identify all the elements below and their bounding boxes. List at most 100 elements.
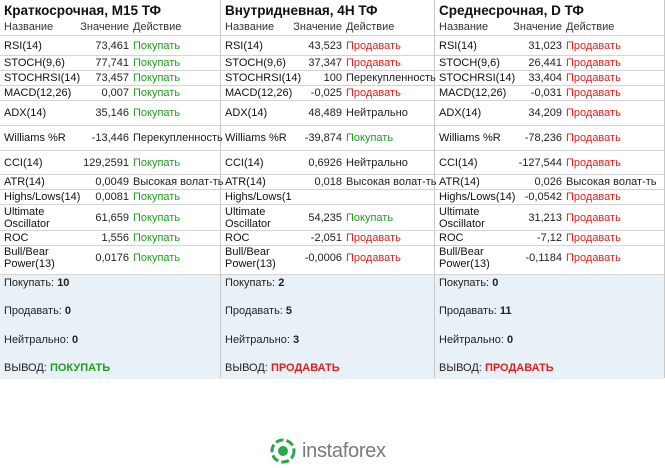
indicator-value: -0,1184 (525, 252, 563, 264)
indicator-name: STOCHRSI(14) (4, 72, 81, 84)
indicator-value: 0,026 (534, 176, 562, 188)
indicator-name: CCI(14) (439, 156, 478, 169)
indicator-action: Покупать (133, 72, 181, 84)
indicator-row: STOCHRSI(14) 33,404 Продавать (435, 70, 664, 85)
indicator-row: Ultimate Oscillator 31,213 Продавать (435, 204, 664, 230)
indicator-value: 34,209 (528, 107, 562, 119)
indicator-action: Высокая волат-ть (566, 176, 657, 188)
indicator-name: STOCH(9,6) (439, 57, 500, 69)
verdict: ВЫВОД: ПОКУПАТЬ (4, 362, 110, 374)
indicator-row: Bull/Bear Power(13) 0,0176 Покупать (0, 245, 220, 270)
indicator-action: Продавать (346, 252, 401, 264)
indicator-action: Продавать (566, 72, 621, 84)
indicator-action: Нейтрально (346, 156, 408, 169)
indicator-action: Покупать (346, 132, 394, 144)
summary-count: 2 (278, 277, 285, 289)
indicator-value: -0,031 (530, 87, 562, 99)
indicator-row: Highs/Lows(14) 0,0081 Покупать (0, 189, 220, 204)
indicator-name: STOCHRSI(14) (439, 72, 516, 84)
indicator-action: Продавать (566, 87, 621, 99)
indicator-name: RSI(14) (4, 39, 42, 52)
indicator-row: STOCH(9,6) 77,741 Покупать (0, 55, 220, 70)
panel-title: Внутридневная, 4H ТФ (225, 3, 378, 18)
indicator-action: Продавать (346, 232, 401, 244)
summary-label: Продавать: (439, 305, 497, 317)
indicator-row: RSI(14) 43,523 Продавать (221, 35, 434, 55)
indicator-name: Williams %R (439, 132, 501, 144)
indicator-name: STOCH(9,6) (4, 57, 65, 69)
indicator-row: MACD(12,26) -0,031 Продавать (435, 85, 664, 100)
summary-count: 11 (499, 305, 512, 317)
indicator-action: Покупать (133, 57, 181, 69)
panel: Среднесрочная, D ТФ Название Значение Дейст… (435, 0, 665, 379)
indicator-row: Bull/Bear Power(13) -0,0006 Продавать (221, 245, 434, 270)
indicator-value: 73,461 (95, 39, 129, 52)
indicator-action: Покупать (133, 232, 181, 244)
indicator-action: Продавать (566, 252, 621, 264)
indicator-name: ADX(14) (225, 107, 268, 119)
indicator-action: Продавать (566, 191, 621, 203)
indicator-action: Покупать (133, 191, 181, 203)
indicator-row: MACD(12,26) 0,007 Покупать (0, 85, 220, 100)
column-header: Действие (346, 21, 395, 33)
indicator-name: MACD(12,26) (225, 87, 293, 99)
indicator-action: Высокая волат-ть (133, 176, 224, 188)
indicator-action: Продавать (566, 211, 621, 224)
indicator-name: Williams %R (225, 132, 287, 144)
summary: Покупать: 2 Продавать: 5 Нейтрально: 3 ВЫВО… (221, 274, 434, 379)
column-header: Значение (513, 21, 562, 33)
indicator-value: 100 (323, 72, 342, 84)
indicator-row: ATR(14) 0,0049 Высокая волат-ть (0, 174, 224, 189)
summary-line: Нейтрально: 0 (4, 334, 78, 346)
indicator-name: ROC (4, 232, 29, 244)
indicator-name: ATR(14) (225, 176, 266, 188)
indicator-row: Highs/Lows(14) -0,0542 Продавать (435, 189, 664, 204)
summary-label: Покупать: (225, 277, 276, 289)
indicator-action: Покупать (133, 211, 181, 224)
indicator-value: 43,523 (308, 39, 342, 52)
indicator-value: -13,446 (91, 132, 129, 144)
verdict-value: ПОКУПАТЬ (49, 362, 111, 374)
indicator-action: Продавать (566, 156, 621, 169)
indicator-name: Bull/Bear Power(13) (4, 246, 55, 270)
summary-label: Продавать: (4, 305, 62, 317)
indicator-action: Нейтрально (346, 107, 408, 119)
indicator-action: Перекупленность (346, 72, 436, 84)
summary-label: Нейтрально: (439, 334, 504, 346)
summary-line: Продавать: 11 (439, 305, 512, 317)
indicator-value: 31,213 (528, 211, 562, 224)
indicator-action: Продавать (566, 107, 621, 119)
column-header: Действие (133, 21, 182, 33)
column-header: Название (439, 21, 489, 33)
summary-line: Продавать: 0 (4, 305, 71, 317)
indicator-row: ROC -7,12 Продавать (435, 230, 664, 245)
indicator-row: STOCHRSI(14) 100 Перекупленность (221, 70, 436, 85)
summary-line: Покупать: 10 (4, 277, 69, 289)
indicator-row: Highs/Lows(1 (221, 189, 434, 204)
panel: Внутридневная, 4H ТФ Название Значение Дейс… (221, 0, 437, 379)
summary-count: 10 (57, 277, 70, 289)
indicator-value: 0,007 (101, 87, 129, 99)
indicator-row: Williams %R -39,874 Покупать (221, 125, 434, 150)
summary-label: Покупать: (4, 277, 55, 289)
column-header: Действие (566, 21, 615, 33)
indicator-action: Продавать (566, 39, 621, 52)
column-header: Название (225, 21, 275, 33)
indicator-value: 0,0081 (95, 191, 129, 203)
summary-label: Покупать: (439, 277, 490, 289)
summary-line: Покупать: 2 (225, 277, 284, 289)
indicator-value: 61,659 (95, 211, 129, 224)
verdict-value: ПРОДАВАТЬ (484, 362, 554, 374)
logo: instaforex (270, 438, 386, 464)
indicator-row: MACD(12,26) -0,025 Продавать (221, 85, 434, 100)
indicator-action: Продавать (566, 132, 621, 144)
indicator-action: Продавать (346, 87, 401, 99)
indicator-row: STOCH(9,6) 37,347 Продавать (221, 55, 434, 70)
indicator-value: 73,457 (95, 72, 129, 84)
column-header: Значение (293, 21, 342, 33)
verdict: ВЫВОД: ПРОДАВАТЬ (225, 362, 340, 374)
indicator-row: STOCHRSI(14) 73,457 Покупать (0, 70, 220, 85)
indicator-value: 48,489 (308, 107, 342, 119)
indicator-value: 0,018 (314, 176, 342, 188)
indicator-name: Highs/Lows(14) (4, 191, 81, 203)
